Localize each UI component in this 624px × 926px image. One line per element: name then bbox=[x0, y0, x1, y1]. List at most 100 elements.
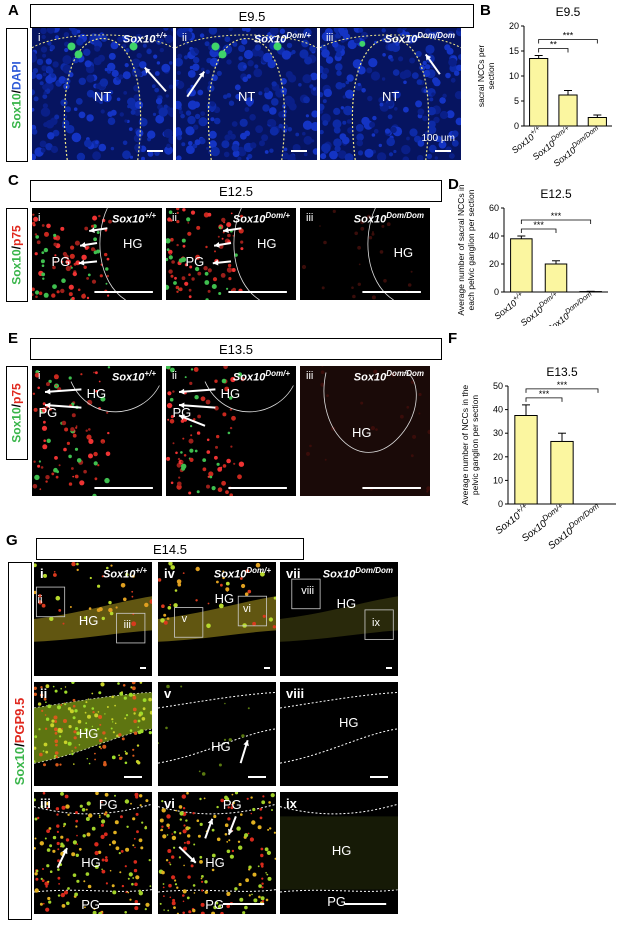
cell-dot bbox=[47, 896, 51, 901]
image-numeral: ii bbox=[40, 686, 48, 701]
stain-p75: p75 bbox=[10, 225, 25, 246]
cell-dot bbox=[133, 731, 138, 735]
cell-dot bbox=[166, 684, 170, 689]
cell-dot bbox=[247, 60, 254, 67]
cell-dot bbox=[88, 428, 91, 431]
cell-dot bbox=[84, 906, 86, 909]
cell-dot bbox=[54, 114, 60, 120]
cell-dot bbox=[190, 368, 194, 371]
cell-dot bbox=[163, 28, 169, 31]
cell-dot bbox=[85, 872, 90, 876]
cell-dot bbox=[135, 760, 140, 764]
cell-dot bbox=[205, 146, 210, 150]
cell-dot bbox=[114, 704, 116, 707]
cell-dot bbox=[119, 815, 123, 819]
cell-dot bbox=[35, 290, 40, 295]
cell-dot bbox=[199, 860, 203, 864]
cell-dot bbox=[382, 53, 386, 57]
cell-dot bbox=[102, 93, 112, 103]
cell-dot bbox=[247, 589, 252, 594]
cell-dot bbox=[91, 247, 95, 252]
panel-label-e: E bbox=[8, 330, 19, 347]
cell-dot bbox=[134, 109, 141, 116]
cell-dot bbox=[213, 814, 217, 819]
cell-dot bbox=[57, 848, 60, 851]
cell-dot bbox=[243, 65, 247, 69]
cell-dot bbox=[63, 740, 68, 745]
cell-dot bbox=[422, 60, 427, 66]
cell-dot bbox=[269, 827, 272, 830]
cell-dot bbox=[74, 892, 78, 897]
arrow-icon bbox=[44, 402, 82, 409]
significance-bracket: *** bbox=[520, 220, 557, 233]
cell-dot bbox=[57, 894, 61, 897]
arrow-icon bbox=[239, 739, 249, 764]
cell-dot bbox=[234, 84, 241, 91]
cell-dot bbox=[37, 816, 40, 820]
cell-dot bbox=[41, 272, 46, 277]
cell-dot bbox=[134, 846, 136, 849]
cell-dot bbox=[368, 58, 378, 68]
cell-dot bbox=[444, 44, 451, 51]
cell-dot bbox=[98, 691, 102, 695]
cell-dot bbox=[148, 859, 151, 862]
cell-dot bbox=[106, 257, 110, 261]
cell-dot bbox=[69, 253, 75, 259]
cell-dot bbox=[383, 279, 387, 283]
cell-dot bbox=[59, 763, 62, 766]
cell-dot bbox=[323, 88, 332, 98]
cell-dot bbox=[144, 826, 148, 830]
cell-dot bbox=[216, 805, 219, 809]
cell-dot bbox=[227, 263, 232, 268]
cell-dot bbox=[106, 411, 109, 414]
cell-dot bbox=[91, 279, 97, 284]
hindgut-tissue bbox=[280, 596, 398, 642]
cell-dot bbox=[216, 837, 221, 842]
cell-dot bbox=[239, 577, 243, 580]
stain-sep: / bbox=[10, 403, 25, 408]
cell-dot bbox=[417, 108, 425, 116]
y-tick-label: 30 bbox=[493, 428, 503, 438]
cell-dot bbox=[76, 458, 82, 463]
cell-dot bbox=[95, 371, 98, 375]
cell-dot bbox=[142, 43, 147, 48]
cell-dot bbox=[84, 246, 89, 250]
cell-dot bbox=[176, 243, 179, 247]
cell-dot bbox=[281, 50, 292, 60]
micrograph-a-i: i Sox10+/+ NT bbox=[32, 28, 173, 160]
cell-dot bbox=[184, 40, 189, 45]
cell-dot bbox=[134, 882, 138, 887]
cell-dot bbox=[76, 568, 79, 572]
cell-dot bbox=[182, 807, 186, 810]
cell-dot bbox=[171, 855, 175, 859]
cell-dot bbox=[252, 872, 257, 877]
cell-dot bbox=[238, 56, 243, 61]
cell-dot bbox=[182, 244, 186, 248]
cell-dot bbox=[235, 93, 241, 100]
cell-dot bbox=[64, 890, 68, 895]
cell-dot bbox=[37, 464, 41, 468]
cell-dot bbox=[37, 386, 40, 390]
cell-dot bbox=[163, 104, 168, 109]
cell-dot bbox=[40, 466, 44, 469]
cell-dot bbox=[180, 460, 184, 463]
cell-dot bbox=[43, 697, 47, 701]
cell-dot bbox=[85, 722, 88, 725]
cell-dot bbox=[45, 684, 50, 689]
cell-dot bbox=[394, 107, 398, 111]
cell-dot bbox=[221, 480, 226, 486]
cell-dot bbox=[174, 276, 177, 280]
cell-dot bbox=[375, 428, 378, 431]
cell-dot bbox=[85, 701, 88, 704]
cell-dot bbox=[46, 28, 55, 34]
cell-dot bbox=[261, 882, 264, 885]
cell-dot bbox=[42, 750, 45, 752]
cell-dot bbox=[426, 486, 430, 491]
cell-dot bbox=[45, 143, 53, 151]
cell-dot bbox=[159, 47, 164, 53]
cell-dot bbox=[148, 697, 152, 702]
inset-label: iii bbox=[123, 619, 132, 631]
cell-dot bbox=[186, 896, 190, 900]
cell-dot bbox=[139, 61, 147, 69]
cell-dot bbox=[210, 101, 216, 107]
